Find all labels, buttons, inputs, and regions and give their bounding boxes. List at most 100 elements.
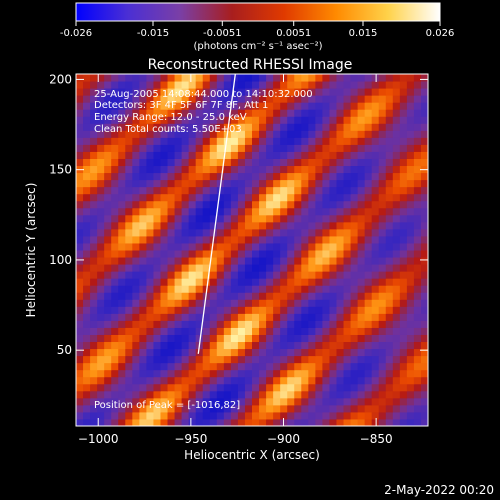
heatmap-cell (223, 88, 232, 96)
heatmap-cell (322, 390, 330, 399)
heatmap-cell (160, 214, 169, 223)
heatmap-cell (97, 285, 105, 293)
heatmap-cell (97, 74, 105, 82)
heatmap-cell (209, 383, 218, 392)
heatmap-cell (90, 292, 98, 300)
heatmap-cell (202, 172, 211, 181)
heatmap-cell (392, 81, 401, 89)
heatmap-cell (259, 355, 267, 364)
heatmap-cell (223, 95, 232, 103)
heatmap-cell (343, 81, 352, 89)
heatmap-cell (209, 158, 218, 167)
heatmap-cell (146, 158, 154, 167)
heatmap-cell (139, 144, 147, 152)
heatmap-cell (139, 313, 147, 321)
heatmap-cell (223, 200, 232, 209)
heatmap-cell (322, 299, 330, 307)
heatmap-cell (420, 313, 428, 321)
heatmap-cell (294, 271, 302, 279)
heatmap-cell (259, 179, 267, 188)
heatmap-cell (90, 397, 98, 406)
heatmap-cell (111, 151, 119, 159)
heatmap-cell (132, 88, 140, 96)
heatmap-cell (280, 390, 288, 399)
heatmap-cell (413, 299, 422, 307)
heatmap-cell (280, 221, 288, 230)
heatmap-cell (266, 158, 274, 167)
heatmap-cell (202, 186, 211, 195)
heatmap-cell (364, 242, 373, 251)
heatmap-cell (413, 313, 422, 321)
heatmap-cell (371, 362, 380, 371)
heatmap-cell (336, 376, 345, 385)
heatmap-cell (146, 74, 154, 82)
heatmap-cell (252, 214, 260, 223)
heatmap-cell (223, 264, 232, 272)
heatmap-cell (125, 193, 133, 202)
heatmap-cell (378, 81, 387, 89)
heatmap-cell (315, 411, 323, 420)
heatmap-cell (406, 214, 415, 223)
heatmap-cell (139, 172, 147, 181)
heatmap-cell (202, 235, 211, 244)
heatmap-cell (308, 285, 316, 293)
heatmap-cell (371, 341, 380, 350)
heatmap-cell (97, 179, 105, 188)
heatmap-cell (153, 383, 161, 392)
heatmap-cell (83, 383, 91, 392)
heatmap-cell (294, 137, 302, 145)
heatmap-cell (195, 334, 204, 343)
heatmap-cell (160, 320, 169, 328)
heatmap-cell (336, 390, 345, 399)
heatmap-cell (266, 137, 274, 145)
heatmap-cell (90, 130, 98, 138)
heatmap-cell (125, 130, 133, 138)
heatmap-cell (294, 242, 302, 251)
heatmap-cell (413, 151, 422, 159)
heatmap-cell (223, 341, 232, 350)
heatmap-cell (244, 151, 253, 159)
heatmap-cell (111, 137, 119, 145)
heatmap-cell (223, 299, 232, 307)
heatmap-cell (392, 341, 401, 350)
heatmap-cell (280, 285, 288, 293)
heatmap-cell (252, 151, 260, 159)
heatmap-cell (195, 228, 204, 237)
heatmap-cell (371, 299, 380, 307)
heatmap-cell (329, 299, 337, 307)
heatmap-cell (301, 235, 309, 244)
heatmap-cell (371, 264, 380, 272)
heatmap-cell (252, 320, 260, 328)
heatmap-cell (266, 397, 274, 406)
heatmap-cell (90, 362, 98, 371)
heatmap-cell (413, 348, 422, 357)
heatmap-cell (132, 285, 140, 293)
heatmap-cell (259, 383, 267, 392)
heatmap-cell (153, 109, 161, 117)
heatmap-cell (273, 200, 281, 209)
heatmap-cell (230, 158, 239, 167)
heatmap-cell (406, 397, 415, 406)
heatmap-cell (252, 376, 260, 385)
heatmap-cell (329, 221, 337, 230)
heatmap-cell (294, 250, 302, 258)
heatmap-cell (90, 390, 98, 399)
heatmap-cell (259, 369, 267, 378)
heatmap-cell (308, 95, 316, 103)
heatmap-cell (181, 228, 190, 237)
heatmap-cell (146, 88, 154, 96)
heatmap-cell (181, 144, 190, 152)
heatmap-cell (357, 228, 366, 237)
heatmap-cell (118, 144, 126, 152)
heatmap-cell (209, 137, 218, 145)
heatmap-cell (188, 369, 197, 378)
heatmap-cell (90, 306, 98, 314)
heatmap-cell (259, 102, 267, 110)
heatmap-cell (153, 327, 161, 335)
heatmap-cell (399, 207, 408, 216)
heatmap-cell (343, 292, 352, 300)
heatmap-cell (153, 411, 161, 420)
heatmap-cell (195, 151, 204, 159)
heatmap-cell (237, 130, 246, 138)
heatmap-cell (413, 200, 422, 209)
